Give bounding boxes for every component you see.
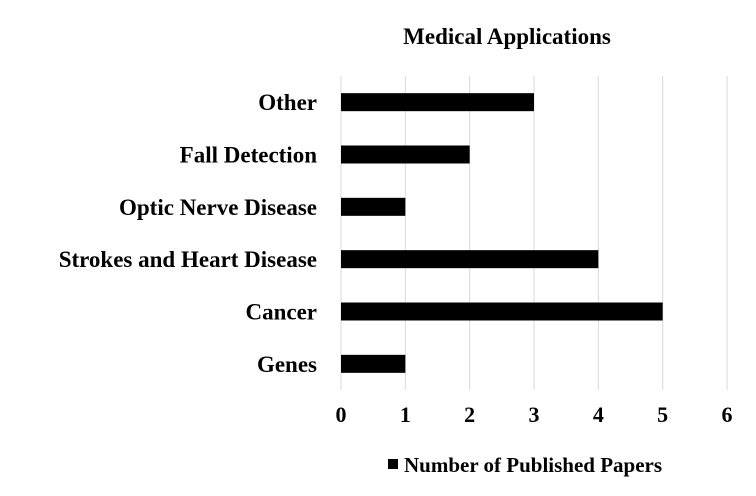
x-tick-label: 2 [464,402,475,427]
bar [341,197,406,216]
x-tick-label: 5 [657,402,668,427]
legend: Number of Published Papers [388,453,662,477]
gridlines [340,76,728,390]
category-labels: Genes Cancer Strokes and Heart Disease Opti… [59,90,318,377]
x-axis-tick-labels: 0 1 2 3 4 5 6 [336,402,733,427]
bars [341,93,663,373]
x-tick-label: 1 [400,402,411,427]
category-label: Cancer [245,300,317,325]
category-label: Fall Detection [180,143,318,168]
legend-label: Number of Published Papers [404,453,662,477]
bar [341,354,406,373]
chart-title: Medical Applications [403,24,611,49]
bar [341,250,599,269]
category-label: Strokes and Heart Disease [59,247,317,272]
category-label: Genes [257,352,317,377]
x-tick-label: 4 [593,402,604,427]
x-tick-label: 3 [529,402,540,427]
category-label: Optic Nerve Disease [119,195,317,220]
x-tick-label: 6 [722,402,733,427]
bar [341,302,663,321]
bar [341,145,470,164]
legend-swatch [388,459,398,469]
bar [341,93,534,112]
category-label: Other [258,90,317,115]
x-tick-label: 0 [336,402,347,427]
